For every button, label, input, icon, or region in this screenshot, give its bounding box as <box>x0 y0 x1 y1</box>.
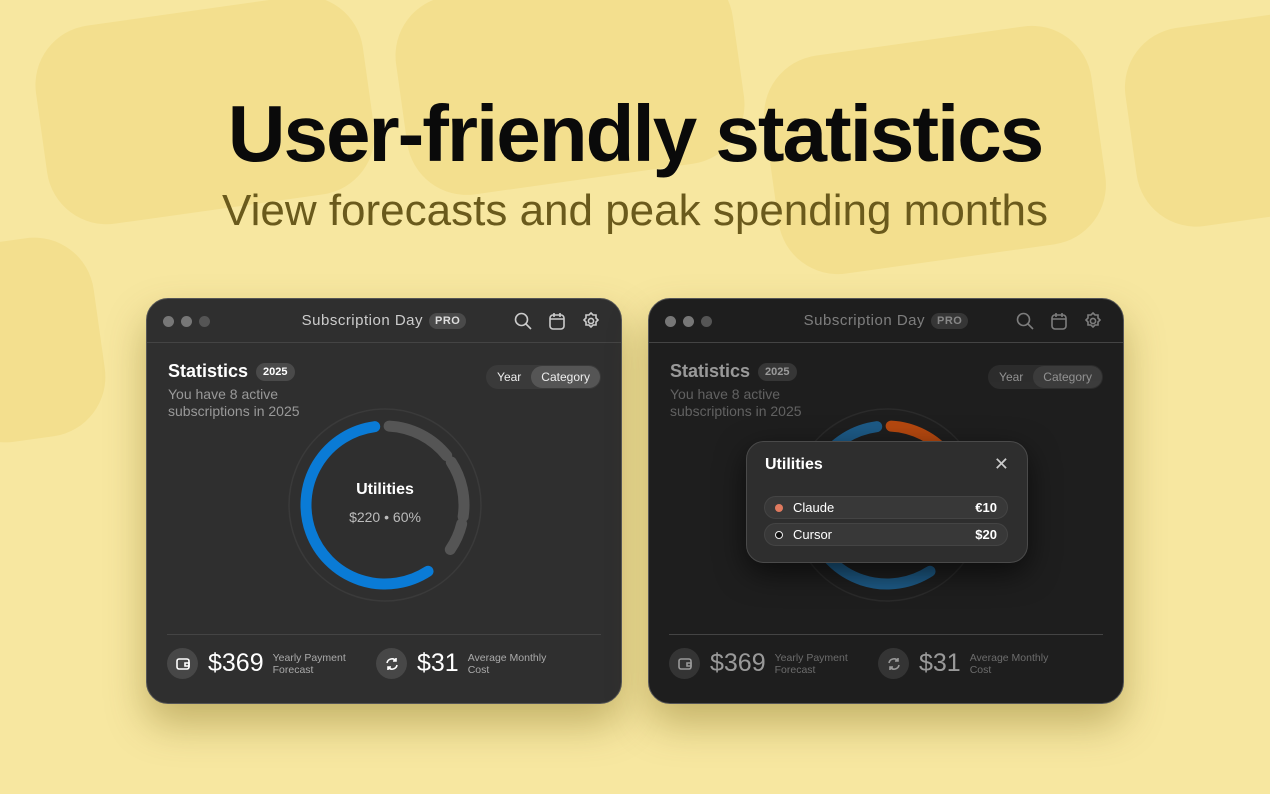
year-badge: 2025 <box>758 363 797 381</box>
metric-value: $31 <box>417 649 459 677</box>
zoom-window-button[interactable] <box>701 316 712 327</box>
statistics-title: Statistics <box>670 361 751 381</box>
hero-subtitle: View forecasts and peak spending months <box>222 186 1048 235</box>
metric-yearly-forecast: $369 Yearly Payment Forecast <box>669 648 855 679</box>
app-window: Subscription Day PRO Statistics 2025 You h… <box>146 298 622 704</box>
refresh-icon <box>887 657 900 670</box>
metric-label: Yearly Payment Forecast <box>774 651 848 676</box>
calendar-icon[interactable] <box>547 311 567 331</box>
gear-icon[interactable] <box>581 311 601 331</box>
separator: • <box>384 509 390 525</box>
search-icon[interactable] <box>1015 311 1035 331</box>
claude-icon <box>775 503 783 512</box>
tab-year[interactable]: Year <box>497 370 522 384</box>
category-donut-chart <box>288 408 482 602</box>
pro-badge: PRO <box>429 313 467 329</box>
donut-segment[interactable] <box>445 456 470 523</box>
category-popup: Utilities ✕ Claude €10 Cursor $20 <box>746 441 1028 563</box>
divider <box>669 634 1103 635</box>
metric-value: $369 <box>208 649 264 677</box>
selected-category: Utilities <box>356 481 414 498</box>
tab-category[interactable]: Category <box>531 366 600 388</box>
stats-description: You have 8 active subscriptions in 2025 <box>670 386 802 419</box>
hero-title: User-friendly statistics <box>227 89 1045 178</box>
gear-icon[interactable] <box>1083 311 1103 331</box>
metric-label: Average Monthly Cost <box>969 651 1049 676</box>
statistics-title: Statistics <box>168 361 249 381</box>
donut-segment[interactable] <box>444 518 468 555</box>
minimize-window-button[interactable] <box>683 316 694 327</box>
stats-description: You have 8 active subscriptions in 2025 <box>168 386 300 419</box>
year-badge: 2025 <box>256 363 295 381</box>
app-title: Subscription Day <box>301 312 424 329</box>
metric-monthly-average: $31 Average Monthly Cost <box>878 648 1050 679</box>
tab-category[interactable]: Category <box>1033 366 1102 388</box>
item-name: Claude <box>793 500 835 515</box>
tab-year[interactable]: Year <box>999 370 1024 384</box>
app-window: Subscription Day PRO Statistics 2025 You h… <box>648 298 1124 704</box>
bg-tile <box>0 229 114 451</box>
donut-segment[interactable] <box>383 420 453 462</box>
metric-label: Yearly Payment Forecast <box>272 651 346 676</box>
donut-segment[interactable] <box>300 421 434 590</box>
title-bar: Subscription Day PRO <box>147 299 621 343</box>
metric-value: $369 <box>710 649 766 677</box>
view-toggle: Year Category <box>988 365 1103 389</box>
minimize-window-button[interactable] <box>181 316 192 327</box>
wallet-icon <box>677 657 692 670</box>
item-price: €10 <box>975 500 997 515</box>
view-toggle: Year Category <box>486 365 601 389</box>
item-price: $20 <box>975 527 997 542</box>
close-popup-icon[interactable]: ✕ <box>993 454 1009 474</box>
popup-title: Utilities <box>765 456 823 473</box>
list-item[interactable]: Claude €10 <box>764 496 1008 519</box>
donut-outer-ring <box>288 408 482 602</box>
category-amount: $220 <box>349 509 381 525</box>
close-window-button[interactable] <box>665 316 676 327</box>
category-percent: 60% <box>392 509 421 525</box>
item-name: Cursor <box>793 527 833 542</box>
metric-monthly-average: $31 Average Monthly Cost <box>376 648 548 679</box>
cursor-icon <box>775 530 783 539</box>
zoom-window-button[interactable] <box>199 316 210 327</box>
metric-label: Average Monthly Cost <box>467 651 547 676</box>
close-window-button[interactable] <box>163 316 174 327</box>
pro-badge: PRO <box>931 313 969 329</box>
calendar-icon[interactable] <box>1049 311 1069 331</box>
metric-value: $31 <box>919 649 961 677</box>
list-item[interactable]: Cursor $20 <box>764 523 1008 546</box>
search-icon[interactable] <box>513 311 533 331</box>
metric-yearly-forecast: $369 Yearly Payment Forecast <box>167 648 353 679</box>
app-title: Subscription Day <box>803 312 926 329</box>
divider <box>167 634 601 635</box>
title-bar: Subscription Day PRO <box>649 299 1123 343</box>
refresh-icon <box>385 657 398 670</box>
wallet-icon <box>175 657 190 670</box>
